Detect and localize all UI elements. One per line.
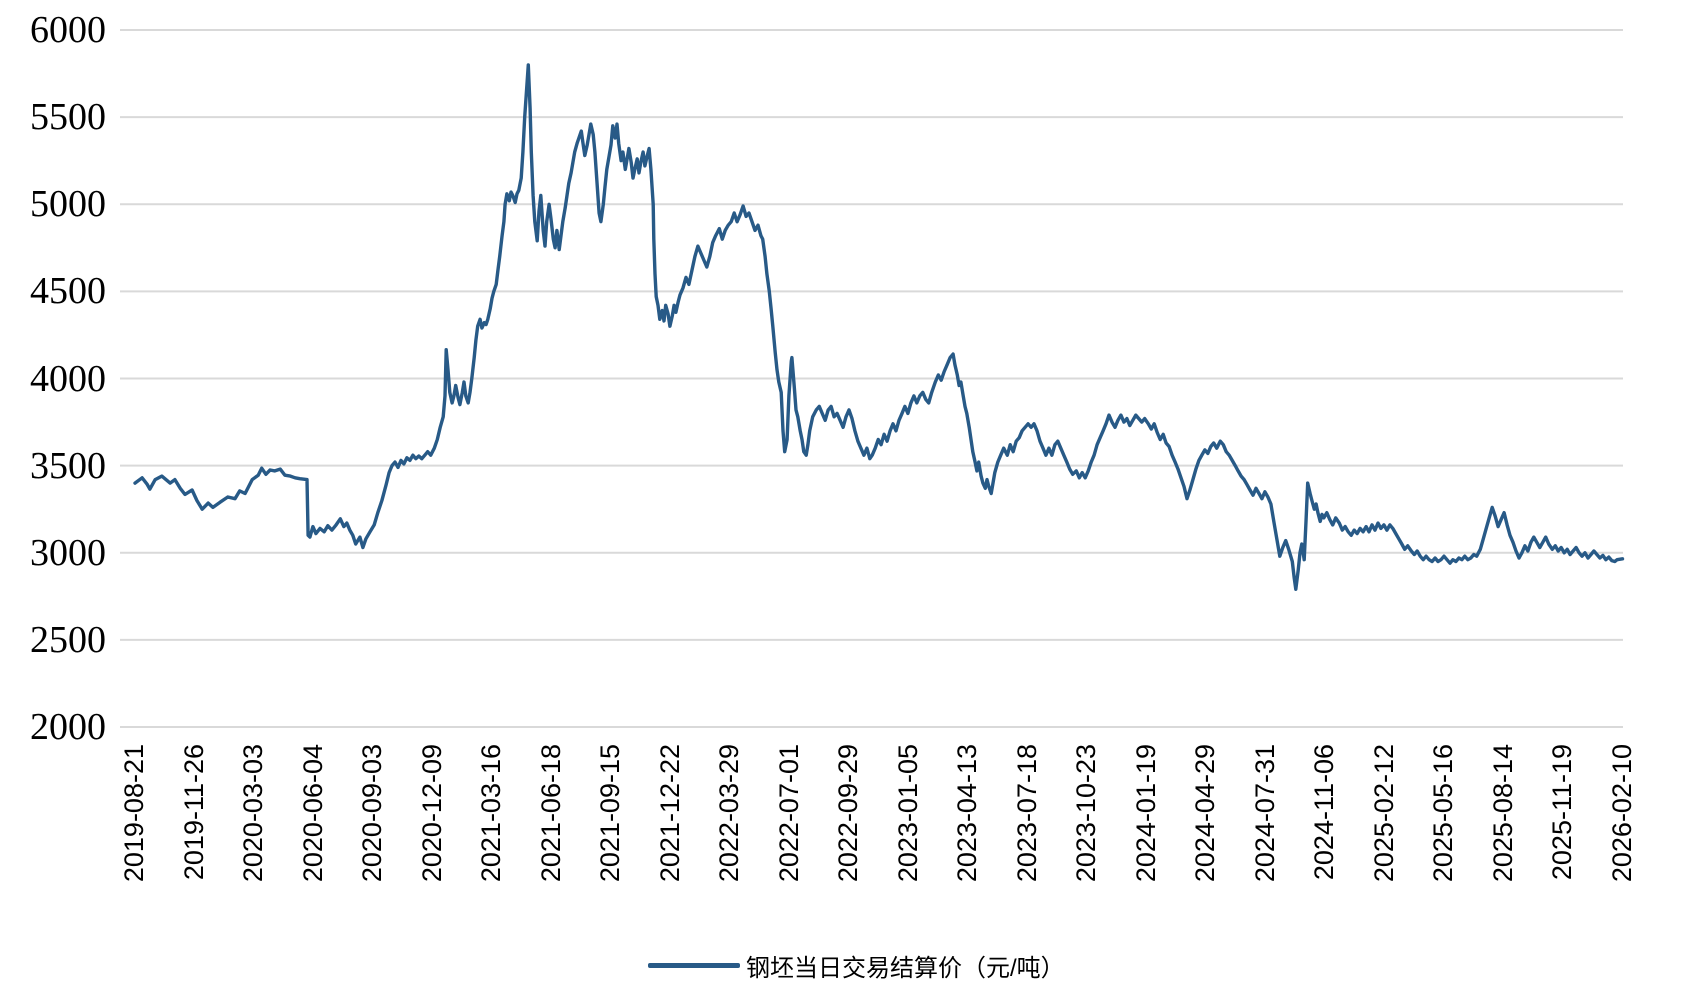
y-axis-tick-label: 2000 <box>30 706 106 748</box>
x-axis-tick-label: 2025-08-14 <box>1487 744 1518 883</box>
y-axis-tick-label: 3500 <box>30 444 106 487</box>
series-line <box>133 63 1625 591</box>
x-axis-tick-label: 2021-12-22 <box>654 744 685 883</box>
x-axis-tick-label: 2025-11-19 <box>1547 744 1577 881</box>
x-axis-tick-label: 2021-09-15 <box>595 744 625 883</box>
y-axis-tick-label: 3000 <box>30 531 106 574</box>
legend-series-label: 钢坯当日交易结算价（元/吨） <box>746 955 1065 982</box>
y-axis-tick-label: 5000 <box>30 183 106 226</box>
legend-line-icon <box>648 963 740 968</box>
y-axis-tick-label: 4000 <box>30 357 106 400</box>
x-axis-tick-label: 2023-10-23 <box>1071 744 1101 883</box>
x-axis-tick-label: 2022-09-29 <box>833 744 863 883</box>
x-axis-tick-label: 2025-02-12 <box>1368 744 1399 883</box>
x-axis-tick-label: 2025-05-16 <box>1428 744 1458 883</box>
x-axis-tick-label: 2020-06-04 <box>297 744 328 883</box>
x-axis-tick-label: 2021-03-16 <box>476 744 506 883</box>
x-axis-tick-label: 2024-07-31 <box>1249 744 1280 883</box>
x-axis-tick-label: 2019-11-26 <box>178 744 209 881</box>
x-axis-tick-label: 2023-07-18 <box>1011 744 1042 883</box>
x-axis-tick-label: 2020-12-09 <box>416 744 447 883</box>
x-axis-tick-label: 2023-01-05 <box>892 744 923 883</box>
x-axis-tick-label: 2026-02-10 <box>1606 744 1637 883</box>
y-axis-tick-label: 6000 <box>30 9 106 51</box>
x-axis-tick-label: 2024-01-19 <box>1130 744 1161 883</box>
x-axis-tick-label: 2020-03-03 <box>238 744 268 883</box>
x-axis-tick-label: 2019-08-21 <box>119 744 149 883</box>
y-axis-tick-label: 4500 <box>30 270 106 313</box>
x-axis-tick-label: 2023-04-13 <box>952 744 982 883</box>
x-axis-tick-label: 2024-11-06 <box>1309 744 1339 881</box>
x-axis-tick-label: 2022-03-29 <box>714 744 744 883</box>
legend: 钢坯当日交易结算价（元/吨） <box>648 948 1065 983</box>
y-axis-tick-label: 5500 <box>30 96 106 139</box>
x-axis-tick-label: 2022-07-01 <box>773 744 804 883</box>
x-axis-tick-label: 2021-06-18 <box>535 744 566 883</box>
y-axis-tick-label: 2500 <box>30 618 106 661</box>
x-axis-tick-label: 2020-09-03 <box>357 744 387 883</box>
x-axis-tick-label: 2024-04-29 <box>1190 744 1220 883</box>
